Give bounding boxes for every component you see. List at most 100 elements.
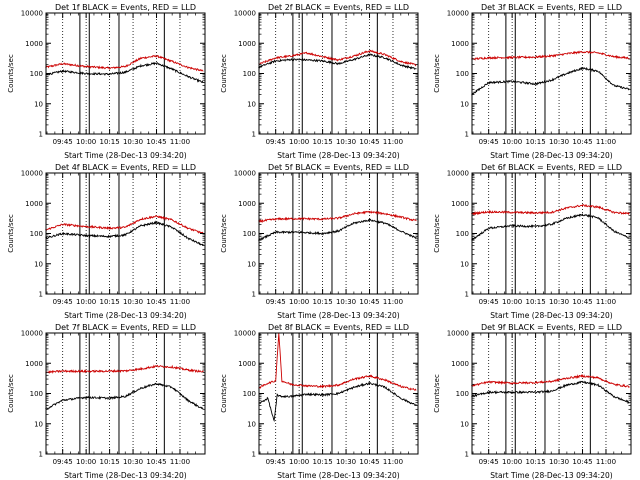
lld-series-line [258,332,417,391]
lld-series-line [45,364,204,374]
y-axis-label: Counts/sec [433,214,441,253]
x-tick-label: 10:45 [572,458,592,466]
x-axis-label: Start Time (28-Dec-13 09:34:20) [64,151,186,160]
x-tick-label: 09:45 [53,458,73,466]
y-tick-label: 10 [460,260,469,268]
y-tick-label: 1000 [238,360,256,368]
y-tick-label: 1000 [25,360,43,368]
y-axis-label: Counts/sec [7,214,15,253]
x-tick-label: 10:00 [76,458,96,466]
chart-title: Det 9f BLACK = Events, RED = LLD [481,323,622,332]
x-tick-label: 10:45 [359,458,379,466]
y-tick-label: 10000 [234,10,256,18]
y-tick-label: 1000 [25,200,43,208]
x-tick-label: 10:45 [359,298,379,306]
chart-title: Det 2f BLACK = Events, RED = LLD [268,3,409,12]
events-series-line [45,61,204,84]
detector-panel: Det 3f BLACK = Events, RED = LLD Counts/s… [433,3,632,160]
x-axis-label: Start Time (28-Dec-13 09:34:20) [64,311,186,320]
y-tick-label: 1 [252,291,256,299]
y-tick-label: 10 [460,100,469,108]
x-tick-label: 10:00 [289,458,309,466]
x-tick-label: 10:30 [549,138,569,146]
detector-panel: Det 6f BLACK = Events, RED = LLD Counts/s… [433,163,632,320]
y-tick-label: 100 [243,230,256,238]
y-tick-label: 10000 [21,10,43,18]
y-tick-label: 10 [34,260,43,268]
x-axis-label: Start Time (28-Dec-13 09:34:20) [277,311,399,320]
y-tick-label: 10000 [447,10,469,18]
x-tick-label: 11:00 [596,298,616,306]
detector-panel: Det 4f BLACK = Events, RED = LLD Counts/s… [7,163,206,320]
x-tick-label: 10:30 [123,458,143,466]
chart-title: Det 3f BLACK = Events, RED = LLD [481,3,622,12]
y-tick-label: 1 [39,131,43,139]
y-tick-label: 10 [247,100,256,108]
detector-panel: Det 8f BLACK = Events, RED = LLD Counts/s… [220,323,419,480]
lld-series-line [45,214,204,234]
y-tick-label: 1000 [238,200,256,208]
events-series-line [45,382,204,410]
y-tick-label: 10000 [234,330,256,338]
events-series-line [258,53,417,70]
y-tick-label: 100 [456,390,469,398]
y-axis-label: Counts/sec [220,374,228,413]
y-tick-label: 1 [39,451,43,459]
chart-title: Det 8f BLACK = Events, RED = LLD [268,323,409,332]
chart-title: Det 7f BLACK = Events, RED = LLD [55,323,196,332]
x-tick-label: 10:30 [336,138,356,146]
x-tick-label: 10:30 [336,458,356,466]
y-tick-label: 10 [34,420,43,428]
y-tick-label: 100 [456,70,469,78]
chart-title: Det 5f BLACK = Events, RED = LLD [268,163,409,172]
y-tick-label: 1000 [238,40,256,48]
x-tick-label: 10:00 [502,138,522,146]
x-tick-label: 09:45 [266,138,286,146]
lld-series-line [471,204,630,216]
y-tick-label: 1000 [451,200,469,208]
x-tick-label: 10:15 [526,298,546,306]
y-axis-label: Counts/sec [7,54,15,93]
x-axis-label: Start Time (28-Dec-13 09:34:20) [490,311,612,320]
x-axis-label: Start Time (28-Dec-13 09:34:20) [490,471,612,480]
y-axis-label: Counts/sec [433,54,441,93]
y-axis-label: Counts/sec [220,54,228,93]
x-tick-label: 10:45 [572,138,592,146]
lld-series-line [471,50,630,61]
x-tick-label: 10:45 [146,458,166,466]
x-tick-label: 10:15 [100,298,120,306]
x-tick-label: 09:45 [479,138,499,146]
events-series-line [258,217,417,241]
plot-frame [471,172,632,295]
x-tick-label: 09:45 [266,298,286,306]
y-axis-label: Counts/sec [7,374,15,413]
x-tick-label: 10:30 [549,458,569,466]
x-axis-label: Start Time (28-Dec-13 09:34:20) [64,471,186,480]
chart-title: Det 6f BLACK = Events, RED = LLD [481,163,622,172]
x-tick-label: 09:45 [479,458,499,466]
y-tick-label: 100 [30,70,43,78]
lld-series-line [45,54,204,72]
x-tick-label: 11:00 [596,458,616,466]
y-tick-label: 10 [34,100,43,108]
x-tick-label: 11:00 [170,458,190,466]
y-tick-label: 100 [30,230,43,238]
y-tick-label: 1000 [451,360,469,368]
x-tick-label: 11:00 [170,298,190,306]
y-tick-label: 1 [465,451,469,459]
plot-frame [258,12,419,135]
x-tick-label: 10:00 [289,298,309,306]
detector-panel: Det 2f BLACK = Events, RED = LLD Counts/s… [220,3,419,160]
x-tick-label: 10:15 [100,458,120,466]
x-tick-label: 10:45 [572,298,592,306]
lld-series-line [471,374,630,389]
events-series-line [471,66,630,96]
detector-panel: Det 5f BLACK = Events, RED = LLD Counts/s… [220,163,419,320]
lld-series-line [258,210,417,224]
y-tick-label: 10000 [447,330,469,338]
x-tick-label: 09:45 [53,298,73,306]
x-tick-label: 11:00 [383,458,403,466]
x-tick-label: 10:45 [359,138,379,146]
plot-frame [471,332,632,455]
